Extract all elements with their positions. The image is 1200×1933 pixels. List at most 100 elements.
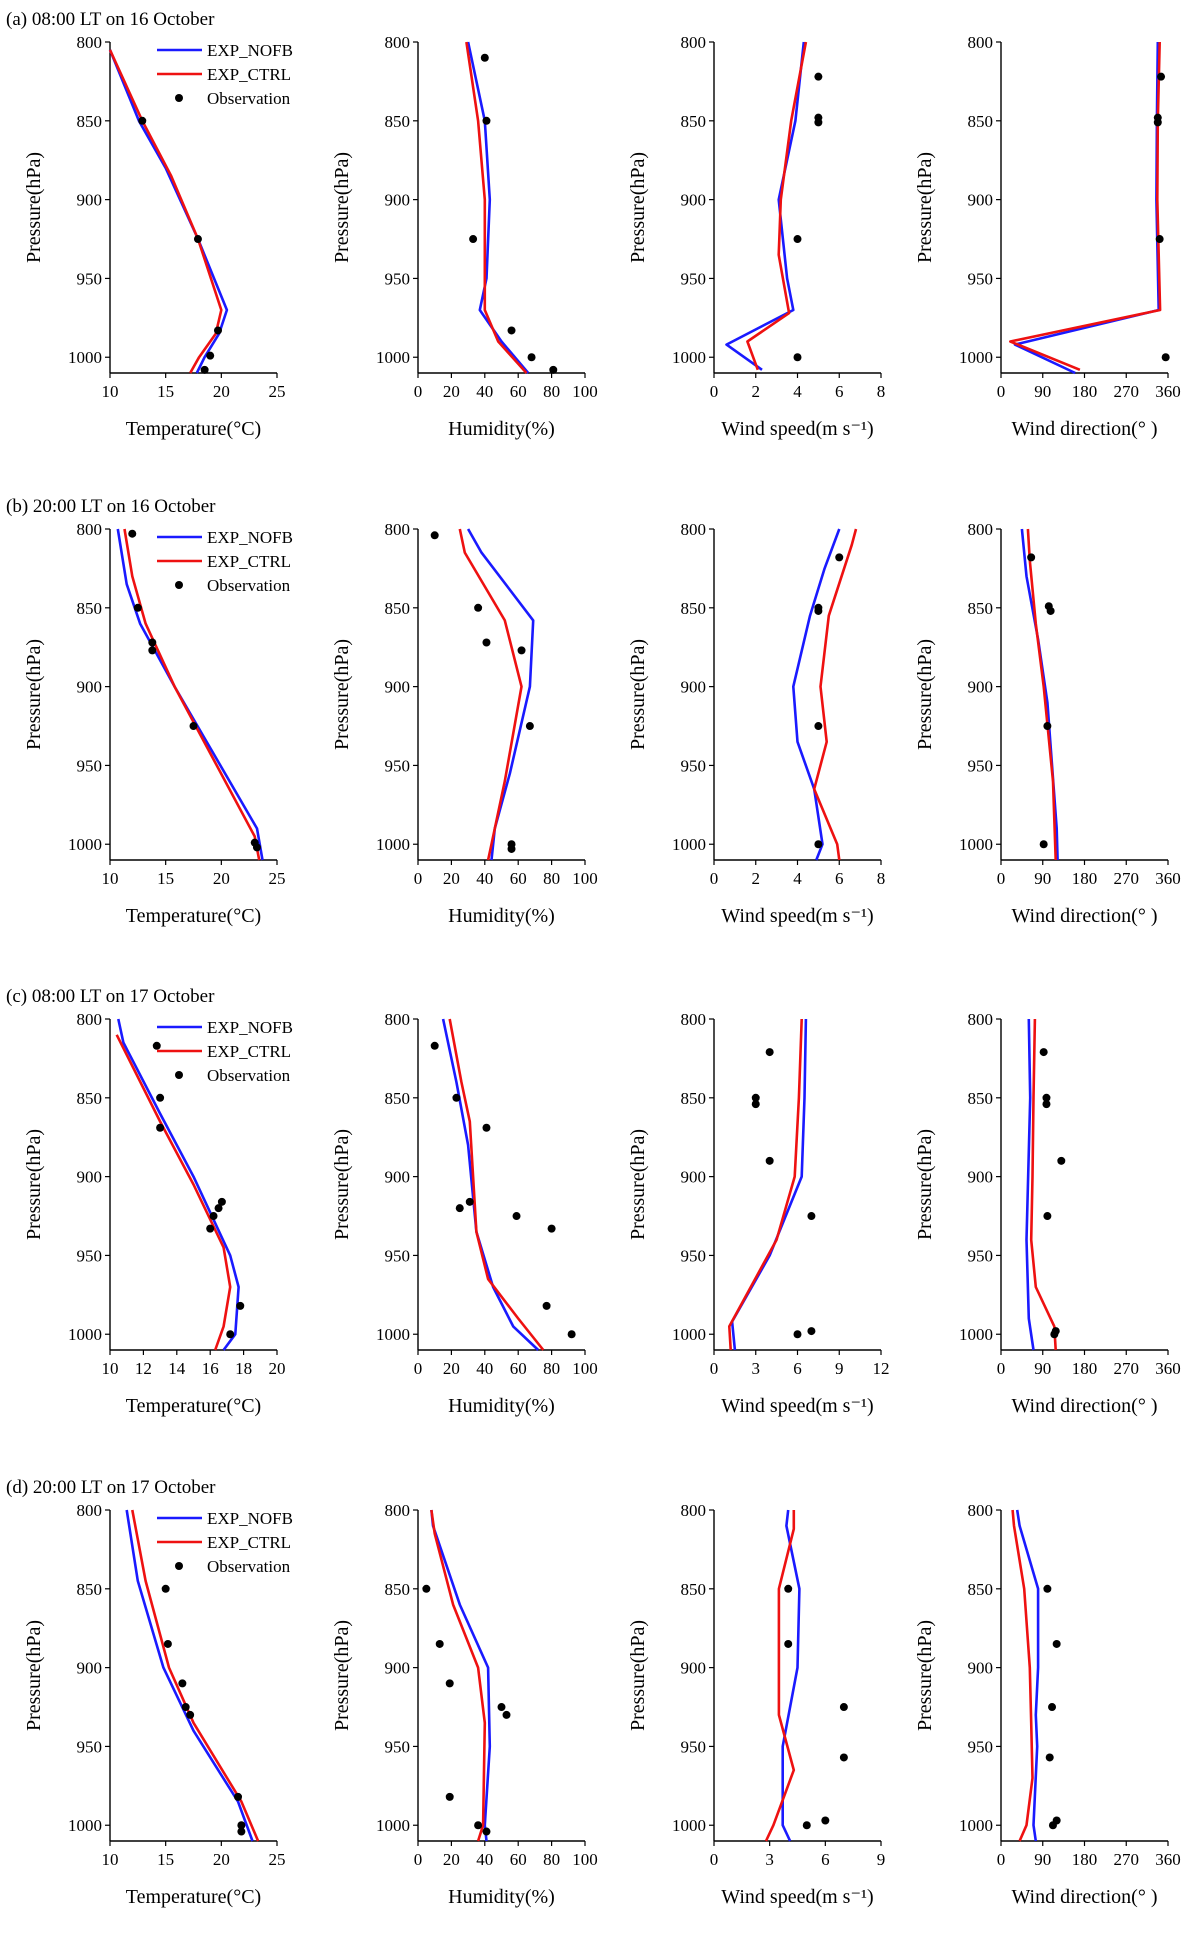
observation-point	[814, 606, 823, 615]
x-tick-label: 20	[213, 1850, 230, 1869]
observation-point	[821, 1816, 830, 1825]
y-tick-label: 900	[681, 191, 707, 210]
y-tick-label: 950	[385, 269, 411, 288]
y-tick-label: 950	[968, 1737, 994, 1756]
x-tick-label: 0	[997, 1850, 1006, 1869]
observation-point	[497, 1703, 506, 1712]
observation-point	[1155, 235, 1164, 244]
subplot-b-1: (b) 20:00 LT on 16 October 800 850 900 950 10…	[6, 496, 293, 927]
x-tick-label: 0	[414, 869, 423, 888]
observation-point	[802, 1821, 811, 1830]
y-axis-label: Pressure(hPa)	[627, 1129, 649, 1240]
series-line-nofb	[1025, 1018, 1035, 1351]
x-axis-label: Wind direction(° )	[1011, 1886, 1157, 1908]
y-tick-label: 800	[968, 1010, 994, 1029]
y-tick-label: 850	[385, 1580, 411, 1599]
observation-point	[1048, 1821, 1057, 1830]
legend-marker-obs	[175, 1562, 183, 1570]
x-tick-label: 270	[1114, 382, 1140, 401]
observation-point	[156, 1123, 165, 1132]
x-axis-label: Wind speed(m s⁻¹)	[721, 1886, 873, 1908]
x-tick-label: 100	[572, 382, 598, 401]
observation-point	[814, 118, 823, 127]
observation-point	[1052, 1639, 1061, 1648]
observation-point	[161, 1584, 170, 1593]
observation-point	[237, 1821, 246, 1830]
observation-point	[206, 1224, 215, 1233]
x-tick-label: 40	[476, 1359, 493, 1378]
y-tick-label: 950	[681, 1246, 707, 1265]
y-tick-label: 1000	[68, 348, 102, 367]
observation-point	[452, 1093, 461, 1102]
y-tick-label: 850	[681, 1089, 707, 1108]
x-tick-label: 90	[1034, 869, 1051, 888]
x-tick-label: 40	[476, 869, 493, 888]
series-line-nofb	[466, 41, 530, 374]
observation-point	[1153, 118, 1162, 127]
series-line-nofb	[781, 1509, 801, 1842]
x-tick-label: 60	[510, 1850, 527, 1869]
x-tick-label: 40	[476, 382, 493, 401]
y-tick-label: 950	[385, 1737, 411, 1756]
series-line-nofb	[1015, 1509, 1040, 1842]
y-tick-label: 950	[681, 756, 707, 775]
y-tick-label: 950	[385, 756, 411, 775]
legend-label-obs: Observation	[207, 1066, 291, 1085]
x-tick-label: 18	[235, 1359, 252, 1378]
observation-point	[430, 1041, 439, 1050]
x-tick-label: 15	[157, 1850, 174, 1869]
y-tick-label: 950	[968, 756, 994, 775]
series-line-ctrl	[728, 1018, 803, 1351]
legend-label-ctrl: EXP_CTRL	[207, 1533, 291, 1552]
y-axis-label: Pressure(hPa)	[23, 639, 45, 750]
y-tick-label: 1000	[959, 1816, 993, 1835]
y-tick-label: 1000	[959, 835, 993, 854]
y-tick-label: 800	[681, 1501, 707, 1520]
panel-title: (c) 08:00 LT on 17 October	[6, 986, 215, 1007]
series-line-nofb	[1020, 528, 1059, 861]
x-tick-label: 20	[269, 1359, 286, 1378]
y-tick-label: 900	[77, 1168, 103, 1187]
observation-point	[480, 53, 489, 62]
x-axis-label: Temperature(°C)	[126, 1886, 261, 1908]
x-tick-label: 20	[443, 1359, 460, 1378]
observation-point	[234, 1792, 243, 1801]
y-tick-label: 850	[385, 112, 411, 131]
x-tick-label: 3	[765, 1850, 774, 1869]
x-tick-label: 25	[269, 382, 286, 401]
series-line-ctrl	[108, 49, 223, 374]
series-line-nofb	[441, 1018, 540, 1351]
observation-point	[765, 1156, 774, 1165]
observation-point	[1057, 1156, 1066, 1165]
legend-marker-obs	[175, 1071, 183, 1079]
y-axis-label: Pressure(hPa)	[331, 1129, 353, 1240]
observation-point	[465, 1197, 474, 1206]
observation-point	[482, 1123, 491, 1132]
y-tick-label: 950	[77, 269, 103, 288]
x-axis-label: Temperature(°C)	[126, 905, 261, 927]
observation-point	[1042, 1093, 1051, 1102]
observation-point	[445, 1679, 454, 1688]
y-tick-label: 900	[681, 1168, 707, 1187]
observation-point	[1043, 1212, 1052, 1221]
y-tick-label: 850	[385, 599, 411, 618]
y-tick-label: 900	[385, 191, 411, 210]
x-tick-label: 60	[510, 869, 527, 888]
observation-point	[567, 1330, 576, 1339]
observation-point	[200, 365, 209, 374]
observation-point	[1027, 553, 1036, 562]
series-line-nofb	[466, 528, 535, 861]
y-tick-label: 950	[385, 1246, 411, 1265]
observation-point	[445, 1792, 454, 1801]
series-line-nofb	[116, 528, 264, 861]
y-tick-label: 950	[681, 269, 707, 288]
x-tick-label: 270	[1114, 1359, 1140, 1378]
series-line-ctrl	[1011, 1509, 1034, 1842]
y-tick-label: 800	[681, 520, 707, 539]
observation-point	[512, 1212, 521, 1221]
x-tick-label: 2	[752, 869, 761, 888]
